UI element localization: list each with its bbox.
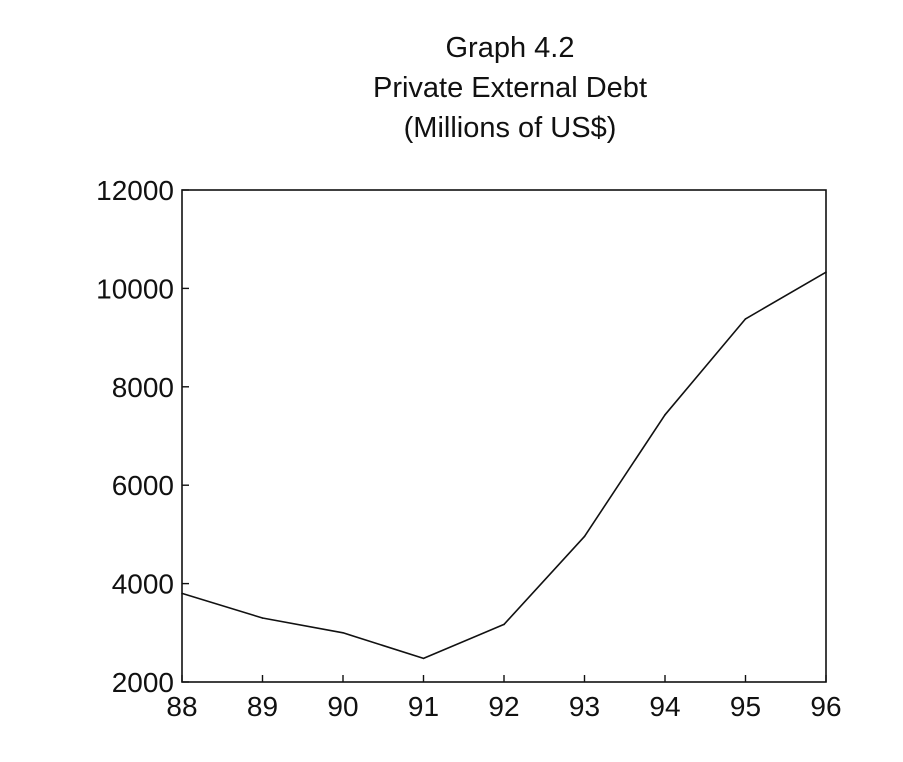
x-tick-label: 89 <box>247 691 278 722</box>
series-layer <box>181 271 827 660</box>
chart-title-block: Graph 4.2 Private External Debt (Million… <box>280 28 740 148</box>
data-point <box>422 657 425 660</box>
plot-area-border <box>181 189 827 683</box>
x-tick-label: 90 <box>327 691 358 722</box>
y-tick-label: 10000 <box>96 273 174 304</box>
chart-title: Graph 4.2 <box>445 32 575 64</box>
y-tick-label: 2000 <box>112 667 174 698</box>
data-point <box>583 535 586 538</box>
x-tick-label: 92 <box>488 691 519 722</box>
y-tick-label: 8000 <box>112 372 174 403</box>
x-axis-ticks: 88 89 90 91 92 93 94 95 96 <box>166 675 842 722</box>
data-point <box>181 592 183 595</box>
y-tick-label: 12000 <box>96 175 174 206</box>
x-tick-label: 91 <box>408 691 439 722</box>
y-tick-label: 4000 <box>112 569 174 600</box>
chart-subtitle-line-2: (Millions of US$) <box>403 112 617 144</box>
y-axis-ticks: 2000 4000 6000 8000 10000 12000 <box>96 175 189 698</box>
x-tick-label: 93 <box>569 691 600 722</box>
plot-frame <box>181 189 827 683</box>
x-tick-label: 96 <box>810 691 841 722</box>
data-point <box>503 623 505 626</box>
x-tick-label: 88 <box>166 691 197 722</box>
data-point <box>664 414 666 416</box>
data-point <box>342 632 344 634</box>
series-line-0 <box>181 271 827 660</box>
chart-subtitle-line-1: Private External Debt <box>372 72 647 104</box>
x-tick-label: 94 <box>649 691 680 722</box>
data-point <box>744 318 747 320</box>
data-point <box>825 271 827 273</box>
x-tick-label: 95 <box>730 691 761 722</box>
data-point <box>261 617 264 619</box>
y-tick-label: 6000 <box>112 470 174 501</box>
